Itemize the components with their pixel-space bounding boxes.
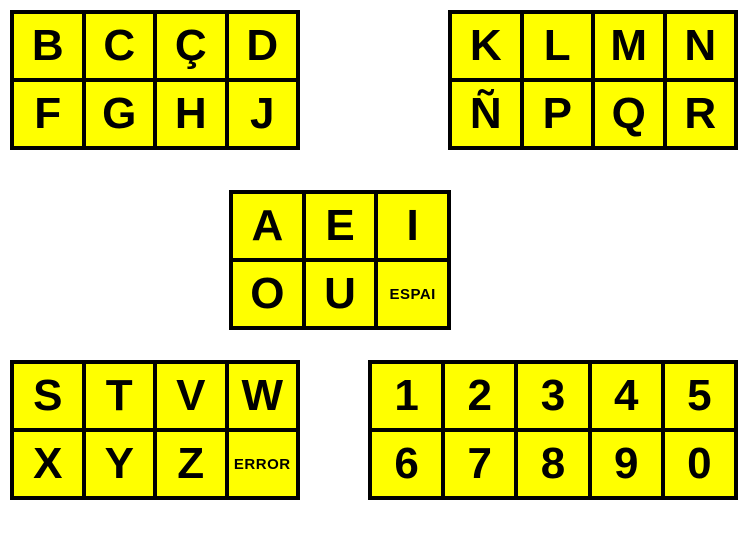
key-7[interactable]: 7 <box>443 430 516 498</box>
key-y[interactable]: Y <box>84 430 156 498</box>
key-b[interactable]: B <box>12 12 84 80</box>
grid-bottom-right: 1 2 3 4 5 6 7 8 9 0 <box>368 360 738 500</box>
key-u[interactable]: U <box>304 260 377 328</box>
key-error[interactable]: ERROR <box>227 430 299 498</box>
key-x[interactable]: X <box>12 430 84 498</box>
key-4[interactable]: 4 <box>590 362 663 430</box>
key-a[interactable]: A <box>231 192 304 260</box>
key-p[interactable]: P <box>522 80 594 148</box>
key-f[interactable]: F <box>12 80 84 148</box>
key-h[interactable]: H <box>155 80 227 148</box>
key-0[interactable]: 0 <box>663 430 736 498</box>
key-c-cedilla[interactable]: Ç <box>155 12 227 80</box>
key-8[interactable]: 8 <box>516 430 589 498</box>
key-1[interactable]: 1 <box>370 362 443 430</box>
grid-top-right: K L M N Ñ P Q R <box>448 10 738 150</box>
key-l[interactable]: L <box>522 12 594 80</box>
key-g[interactable]: G <box>84 80 156 148</box>
key-space[interactable]: ESPAI <box>376 260 449 328</box>
key-2[interactable]: 2 <box>443 362 516 430</box>
key-d[interactable]: D <box>227 12 299 80</box>
key-v[interactable]: V <box>155 362 227 430</box>
key-o[interactable]: O <box>231 260 304 328</box>
key-m[interactable]: M <box>593 12 665 80</box>
key-c[interactable]: C <box>84 12 156 80</box>
key-z[interactable]: Z <box>155 430 227 498</box>
grid-center: A E I O U ESPAI <box>229 190 451 330</box>
key-3[interactable]: 3 <box>516 362 589 430</box>
key-5[interactable]: 5 <box>663 362 736 430</box>
grid-top-left: B C Ç D F G H J <box>10 10 300 150</box>
grid-bottom-left: S T V W X Y Z ERROR <box>10 360 300 500</box>
key-t[interactable]: T <box>84 362 156 430</box>
key-9[interactable]: 9 <box>590 430 663 498</box>
key-q[interactable]: Q <box>593 80 665 148</box>
key-i[interactable]: I <box>376 192 449 260</box>
key-n[interactable]: N <box>665 12 737 80</box>
key-n-tilde[interactable]: Ñ <box>450 80 522 148</box>
key-e[interactable]: E <box>304 192 377 260</box>
key-w[interactable]: W <box>227 362 299 430</box>
key-k[interactable]: K <box>450 12 522 80</box>
key-s[interactable]: S <box>12 362 84 430</box>
key-6[interactable]: 6 <box>370 430 443 498</box>
key-j[interactable]: J <box>227 80 299 148</box>
key-r[interactable]: R <box>665 80 737 148</box>
